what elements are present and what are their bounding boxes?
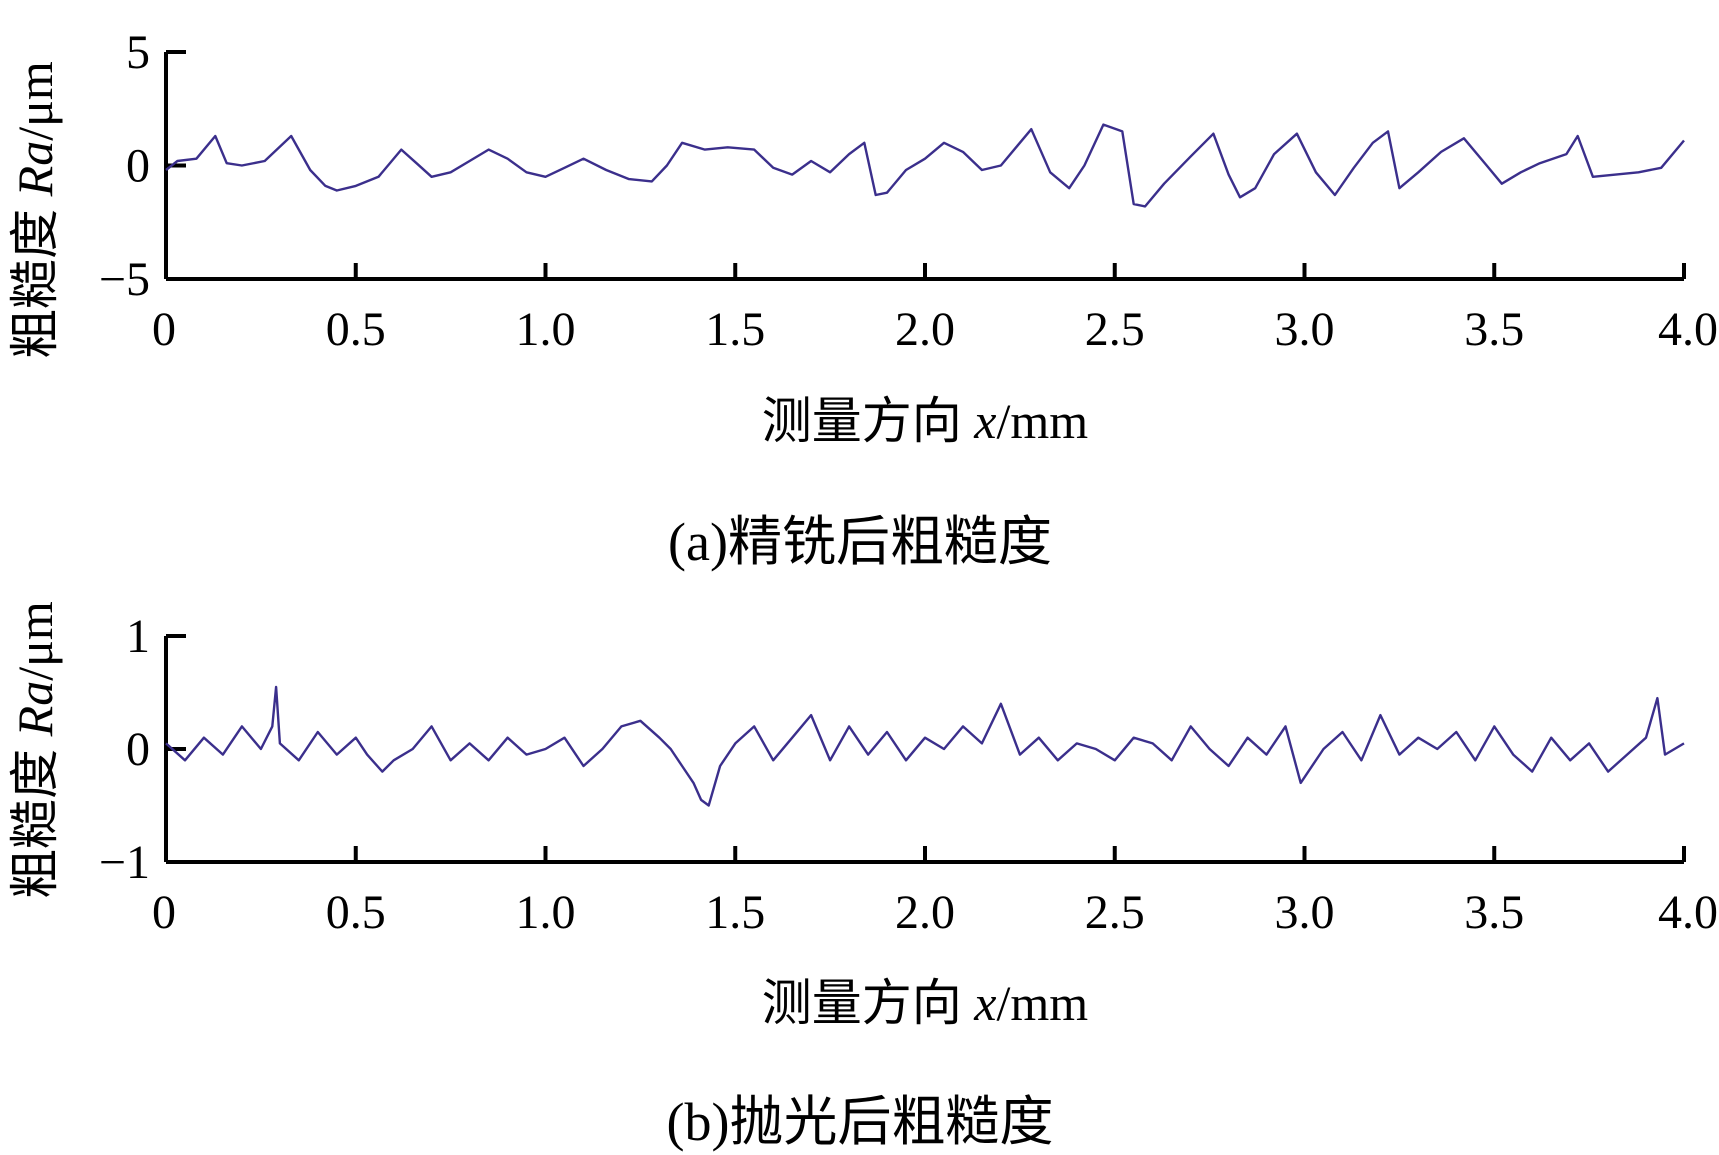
panel-b-xtick-label: 4.0	[1658, 886, 1718, 939]
panel-b-roughness-line	[165, 685, 1685, 807]
panel-b-xtick-label: 3.0	[1275, 886, 1335, 939]
panel-a-xtick-label: 3.5	[1464, 303, 1524, 356]
panel-a-xtick-label: 0	[152, 303, 176, 356]
panel-a-ylabel: 粗糙度 Ra/μm	[7, 61, 63, 359]
panel-a-xtick-label: 1.5	[705, 303, 765, 356]
panel-b-xtick-label: 2.5	[1085, 886, 1145, 939]
panel-a-xlabel: 测量方向 x/mm	[762, 393, 1088, 449]
panel-a: 粗糙度 Ra/μm 50−5 0 0.5 1.0 1.5 2.0 2.5 3.0 3.5 4.0…	[7, 26, 1718, 572]
panel-b-ytick-label: −1	[99, 836, 150, 889]
panel-a-ytick-label: 5	[126, 26, 150, 79]
panel-a-xtick-label: 1.0	[516, 303, 576, 356]
panel-b-ytick-label: 1	[126, 610, 150, 663]
panel-a-ytick-label: 0	[126, 140, 150, 193]
panel-b-xtick-label: 0	[152, 886, 176, 939]
panel-b-caption: (b)抛光后粗糙度	[667, 1092, 1054, 1152]
panel-b-ylabel: 粗糙度 Ra/μm	[7, 601, 63, 899]
panel-b-xlabel: 测量方向 x/mm	[762, 975, 1088, 1031]
panel-b: 粗糙度 Ra/μm 10−1 0 0.5 1.0 1.5 2.0 2.5 3.0 3.5 4.0…	[7, 601, 1718, 1152]
panel-a-xtick-label: 0.5	[326, 303, 386, 356]
panel-a-xtick-label: 4.0	[1658, 303, 1718, 356]
panel-a-xtick-label: 2.0	[895, 303, 955, 356]
panel-a-roughness-line	[165, 123, 1685, 208]
panel-b-xtick-label: 1.5	[705, 886, 765, 939]
panel-a-ytick-label: −5	[99, 253, 150, 306]
panel-a-xtick-label: 2.5	[1085, 303, 1145, 356]
panel-b-xtick-label: 0.5	[326, 886, 386, 939]
panel-a-caption: (a)精铣后粗糙度	[668, 512, 1052, 572]
panel-b-xtick-label: 3.5	[1464, 886, 1524, 939]
panel-b-xtick-label: 1.0	[516, 886, 576, 939]
panel-b-xtick-label: 2.0	[895, 886, 955, 939]
panel-a-xtick-label: 3.0	[1275, 303, 1335, 356]
panel-b-ytick-label: 0	[126, 723, 150, 776]
